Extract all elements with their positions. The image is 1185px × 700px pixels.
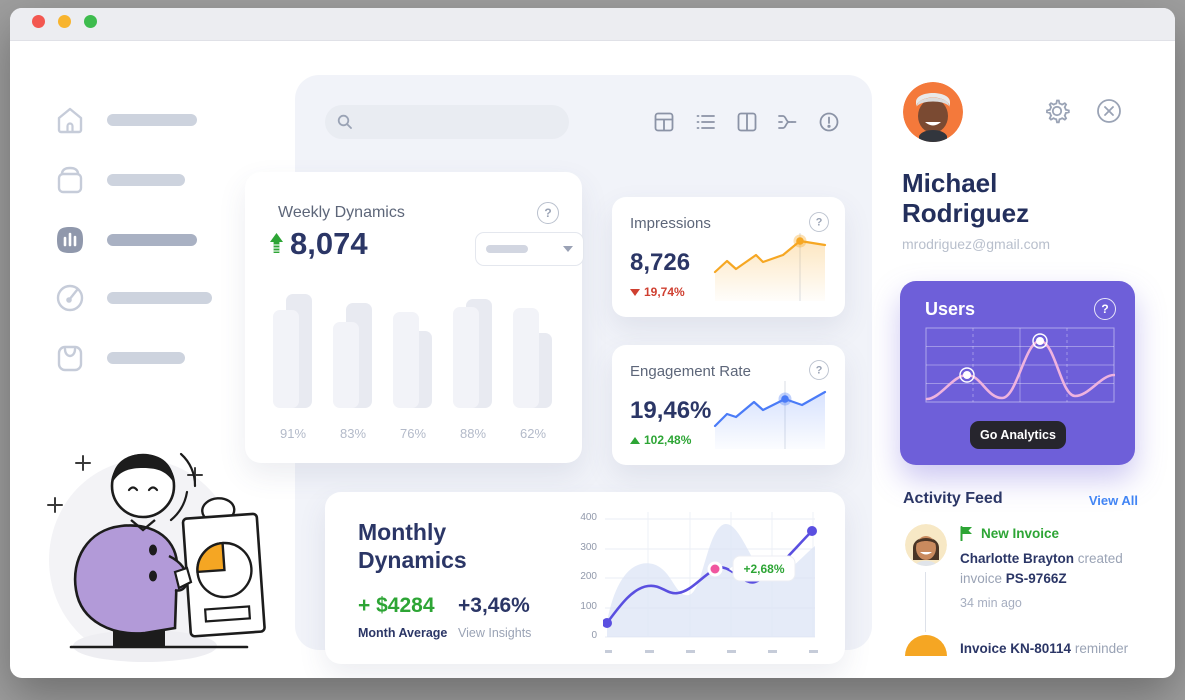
trend-down-icon — [630, 288, 640, 296]
impressions-delta: 19,74% — [644, 285, 685, 299]
profile-email: mrodriguez@gmail.com — [902, 236, 1051, 252]
y-tick: 400 — [580, 512, 597, 523]
feed-item-text: Invoice KN-80114 reminder — [960, 641, 1129, 656]
close-window-button[interactable] — [32, 15, 45, 28]
engagement-delta: 102,48% — [644, 433, 692, 447]
sidebar-item-label-placeholder — [107, 234, 197, 246]
gauge-icon — [55, 283, 85, 313]
grid-view-icon[interactable] — [652, 110, 676, 134]
users-help-icon[interactable]: ? — [1094, 298, 1116, 320]
sidebar-item-orders[interactable] — [55, 343, 185, 373]
impressions-sparkline — [712, 233, 837, 305]
bar-label: 91% — [279, 426, 307, 441]
impressions-value: 8,726 — [630, 249, 691, 276]
app-window: Weekly Dynamics ? 8,074 91% 83% 76% — [10, 8, 1175, 678]
flag-icon — [960, 526, 974, 541]
archive-icon — [55, 165, 85, 195]
bar-chart-icon — [55, 225, 85, 255]
sidebar-item-performance[interactable] — [55, 283, 212, 313]
sidebar-item-label-placeholder — [107, 114, 197, 126]
impressions-title: Impressions — [630, 215, 711, 232]
chevron-down-icon — [563, 246, 573, 252]
monthly-insight-value: +3,46% — [458, 594, 530, 617]
period-dropdown[interactable] — [475, 232, 584, 266]
trend-up-icon — [630, 436, 640, 444]
weekly-value: 8,074 — [290, 226, 368, 261]
bar-label: 88% — [459, 426, 487, 441]
profile-avatar[interactable] — [903, 82, 963, 142]
zoom-window-button[interactable] — [84, 15, 97, 28]
monthly-average-label: Month Average — [358, 626, 448, 640]
y-tick: 300 — [580, 542, 597, 553]
home-icon — [55, 105, 85, 135]
flow-icon[interactable] — [775, 110, 799, 134]
monthly-dynamics-card: Monthly Dynamics + $4284 Month Average +… — [325, 492, 845, 664]
y-tick: 100 — [580, 601, 597, 612]
feed-badge: New Invoice — [960, 526, 1059, 541]
illustration-person-with-chart — [35, 428, 275, 673]
column-view-icon[interactable] — [735, 110, 759, 134]
search-icon — [337, 114, 353, 130]
minimize-window-button[interactable] — [58, 15, 71, 28]
weekly-help-icon[interactable]: ? — [537, 202, 559, 224]
users-card: Users ? Go A — [900, 281, 1135, 465]
feed-item-time: 34 min ago — [960, 596, 1022, 610]
feed-connector-line — [925, 572, 926, 632]
weekly-dynamics-card: Weekly Dynamics ? 8,074 91% 83% 76% — [245, 172, 584, 463]
list-view-icon[interactable] — [694, 110, 718, 134]
feed-avatar — [905, 524, 947, 566]
go-analytics-button[interactable]: Go Analytics — [970, 421, 1066, 449]
sidebar-item-home[interactable] — [55, 105, 197, 135]
feed-avatar-partial — [905, 635, 947, 656]
sidebar-item-label-placeholder — [107, 352, 185, 364]
impressions-card: Impressions ? 8,726 19,74% — [612, 197, 845, 317]
users-title: Users — [925, 299, 976, 319]
users-wave-chart — [925, 327, 1115, 405]
activity-feed-title: Activity Feed — [903, 490, 1003, 507]
trend-up-arrow-icon — [269, 232, 284, 256]
bar-label: 76% — [399, 426, 427, 441]
bar-label: 62% — [519, 426, 547, 441]
feed-item-text: Charlotte Brayton created invoice PS-976… — [960, 551, 1123, 586]
impressions-help-icon[interactable]: ? — [809, 212, 829, 232]
settings-gear-icon[interactable] — [1043, 97, 1071, 125]
sidebar-item-label-placeholder — [107, 174, 185, 186]
sidebar-item-analytics[interactable] — [55, 225, 197, 255]
dropdown-placeholder — [486, 245, 528, 253]
monthly-line-chart: +2,68% — [603, 502, 825, 654]
y-tick: 200 — [580, 571, 597, 582]
shopping-bag-icon — [55, 343, 85, 373]
engagement-value: 19,46% — [630, 397, 712, 424]
profile-name: Michael Rodriguez — [902, 168, 1030, 228]
engagement-sparkline — [712, 381, 837, 453]
alert-icon[interactable] — [817, 110, 841, 134]
sidebar-item-label-placeholder — [107, 292, 212, 304]
search-bar[interactable] — [325, 105, 569, 139]
view-all-link[interactable]: View All — [1088, 493, 1138, 508]
engagement-card: Engagement Rate ? 19,46% 102,48% — [612, 345, 845, 465]
bar-label: 83% — [339, 426, 367, 441]
engagement-title: Engagement Rate — [630, 363, 751, 380]
close-panel-icon[interactable] — [1096, 98, 1122, 124]
svg-text:+2,68%: +2,68% — [743, 562, 784, 576]
titlebar — [10, 8, 1175, 41]
y-tick: 0 — [591, 630, 597, 641]
weekly-title: Weekly Dynamics — [278, 204, 405, 221]
engagement-help-icon[interactable]: ? — [809, 360, 829, 380]
monthly-title: Monthly Dynamics — [358, 519, 467, 573]
search-input[interactable] — [361, 113, 557, 131]
view-insights-link[interactable]: View Insights — [458, 626, 532, 640]
chart-tooltip: +2,68% — [729, 555, 796, 582]
monthly-average-value: + $4284 — [358, 594, 435, 617]
sidebar-item-archive[interactable] — [55, 165, 185, 195]
